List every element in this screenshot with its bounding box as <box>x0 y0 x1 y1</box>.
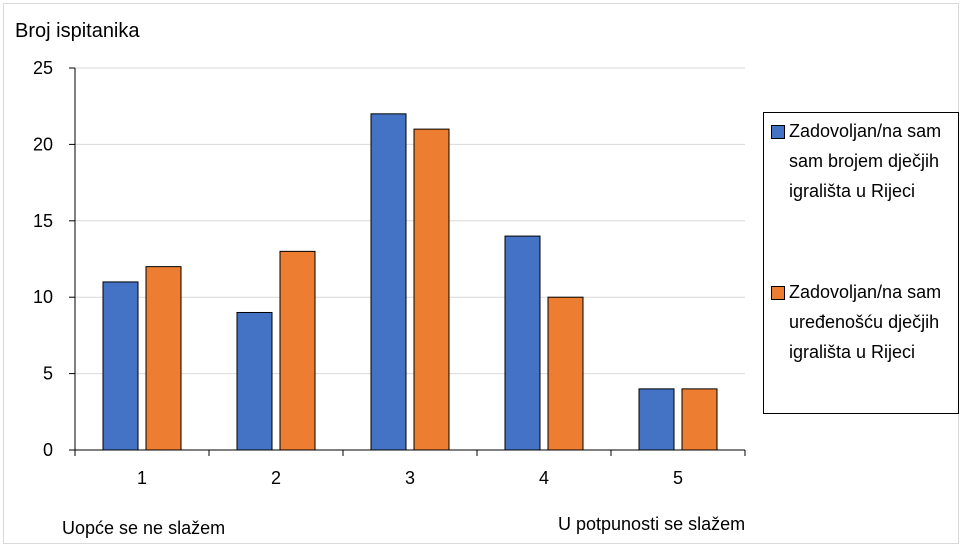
bar <box>638 388 675 451</box>
x-tick-label: 1 <box>137 468 147 488</box>
y-tick-label: 15 <box>33 211 53 231</box>
legend-label: Zadovoljan/na sam sam brojem dječjih igr… <box>789 121 942 201</box>
x-tick-label: 4 <box>539 468 549 488</box>
tick-labels: 0 5 10 15 20 25 1 2 3 4 5 <box>33 58 683 488</box>
bar <box>547 296 584 451</box>
legend: Zadovoljan/na sam sam brojem dječjih igr… <box>763 112 959 414</box>
axes <box>69 67 746 456</box>
bar <box>370 113 407 451</box>
annotation-left: Uopće se ne slažem <box>62 518 226 538</box>
annotation-right: U potpunosti se slažem <box>558 514 746 534</box>
x-tick-label: 3 <box>405 468 415 488</box>
y-tick-label: 20 <box>33 134 53 154</box>
y-axis-title: Broj ispitanika <box>15 20 140 42</box>
gridlines <box>75 67 745 375</box>
bar <box>504 235 541 451</box>
bar <box>413 128 450 451</box>
bars <box>102 113 718 451</box>
bar <box>145 266 182 451</box>
x-tick-label: 2 <box>271 468 281 488</box>
y-tick-label: 0 <box>43 440 53 460</box>
bar <box>279 250 316 451</box>
legend-swatch-orange <box>771 286 785 300</box>
legend-swatch-blue <box>771 125 785 139</box>
y-tick-label: 25 <box>33 58 53 78</box>
legend-label: Zadovoljan/na sam uređenošću dječjih igr… <box>789 282 942 362</box>
x-tick-label: 5 <box>673 468 683 488</box>
bar <box>236 311 273 451</box>
y-tick-label: 5 <box>43 364 53 384</box>
bar <box>681 388 718 451</box>
bar <box>102 281 139 451</box>
y-tick-label: 10 <box>33 287 53 307</box>
